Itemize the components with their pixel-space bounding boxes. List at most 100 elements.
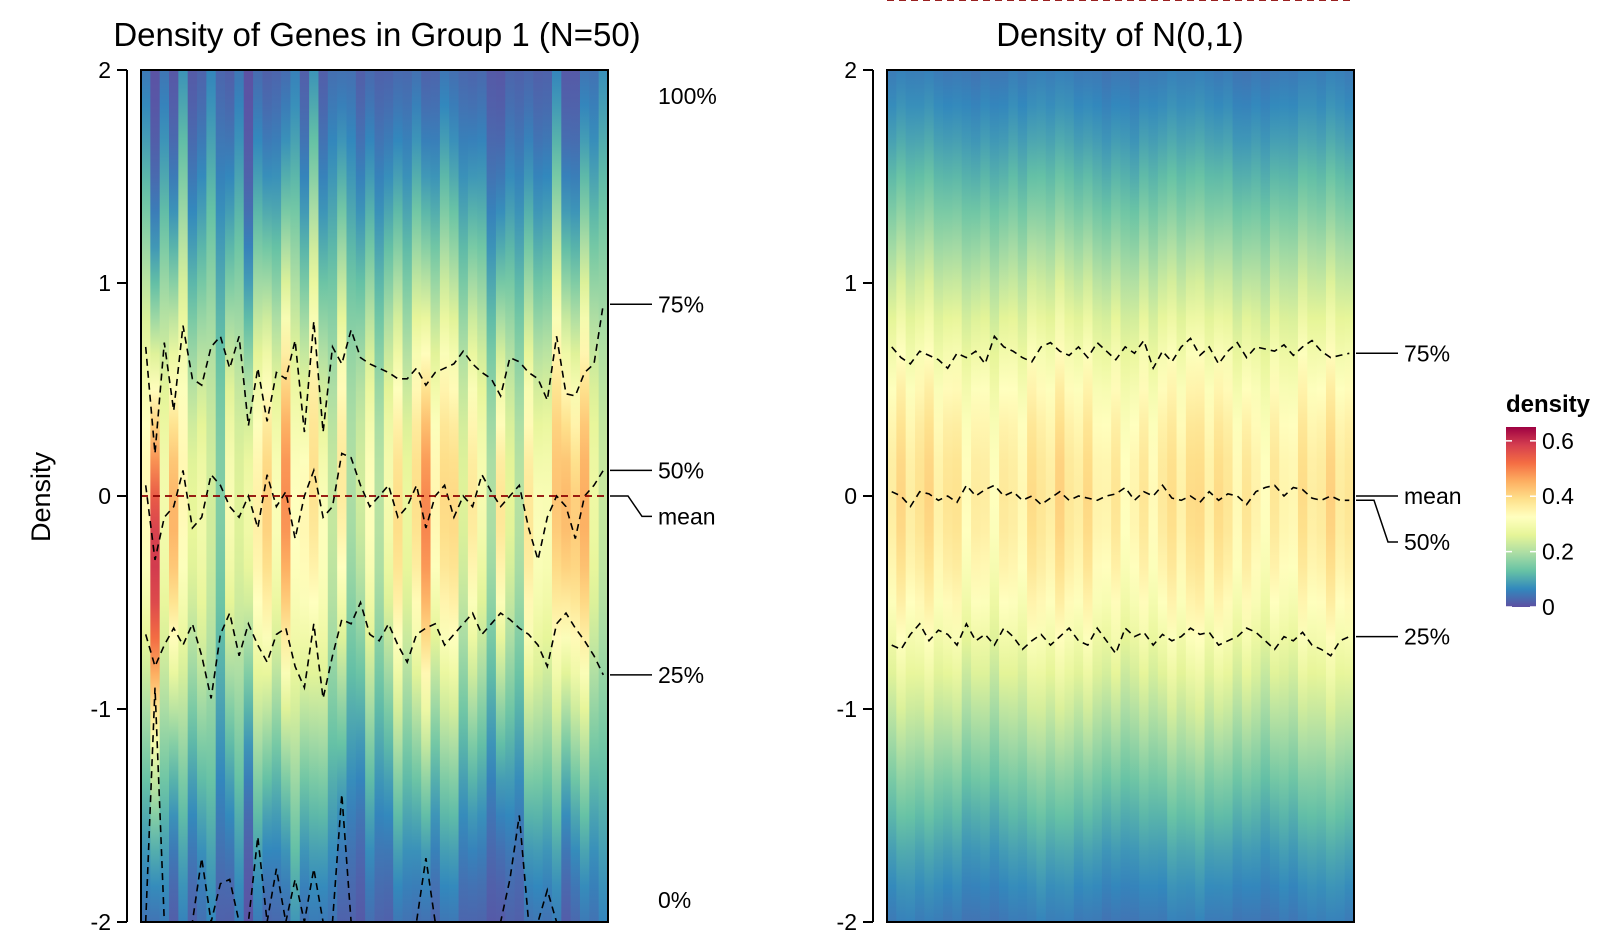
color-legend: density 0.6 0.4 0.2 0 [1506, 391, 1591, 620]
right-plot-frame [886, 69, 1355, 923]
heatmap-column [1297, 70, 1308, 922]
quantile-line-q50 [144, 452, 604, 561]
heatmap-column [1092, 70, 1103, 922]
annotation-label: mean [658, 503, 716, 529]
heatmap-column [589, 70, 600, 922]
left-plot-frame [140, 69, 609, 923]
legend-color-bar [1506, 427, 1536, 607]
heatmap-column [169, 70, 179, 922]
heatmap-column [1195, 70, 1206, 922]
heatmap-column [952, 70, 963, 922]
quantile-line-q75 [891, 334, 1350, 371]
heatmap-column [1167, 70, 1178, 922]
heatmap-column [579, 70, 590, 922]
heatmap-column [1045, 70, 1056, 922]
heatmap-column [1064, 70, 1075, 922]
heatmap-column [1232, 70, 1243, 922]
annotation-leader [1356, 499, 1398, 543]
heatmap-column [1148, 70, 1159, 922]
heatmap-column [1017, 70, 1028, 922]
y-tick-label: 2 [844, 57, 857, 83]
annotation-label: 25% [658, 662, 704, 688]
left-panel: Density of Genes in Group 1 (N=50) Densi… [26, 16, 717, 935]
left-y-axis: 2 1 0 -1 -2 [91, 57, 128, 935]
annotation-label: 0% [658, 887, 691, 913]
y-tick-label: 0 [844, 483, 857, 509]
annotation-label: 50% [1404, 529, 1450, 555]
heatmap-column [1325, 70, 1336, 922]
heatmap-column [159, 70, 170, 922]
heatmap-column [1036, 70, 1047, 922]
heatmap-column [905, 70, 916, 922]
right-panel: Density of N(0,1) 2 1 0 -1 -2 75% mean 50% 25% [837, 0, 1462, 935]
right-quantile-lines [887, 0, 1354, 657]
right-y-axis: 2 1 0 -1 -2 [837, 57, 874, 935]
heatmap-column [999, 70, 1010, 922]
y-tick-label: -2 [91, 909, 111, 935]
heatmap-column [1157, 70, 1168, 922]
legend-tick-label: 0.2 [1542, 539, 1574, 565]
y-tick-label: 1 [844, 270, 857, 296]
annotation-label: 25% [1404, 624, 1450, 650]
heatmap-column [1176, 70, 1187, 922]
heatmap-column [290, 70, 301, 922]
annotation-label: 100% [658, 83, 717, 109]
heatmap-column [411, 70, 422, 922]
heatmap-column [1335, 70, 1346, 922]
y-tick-label: -2 [837, 909, 857, 935]
heatmap-column [374, 70, 385, 922]
heatmap-column [924, 70, 935, 922]
heatmap-column [337, 70, 348, 922]
heatmap-column [933, 70, 944, 922]
heatmap-column [1204, 70, 1215, 922]
y-tick-label: -1 [837, 696, 857, 722]
heatmap-column [467, 70, 478, 922]
heatmap-column [1083, 70, 1094, 922]
annotation-leader [610, 495, 652, 518]
heatmap-column [421, 70, 432, 922]
heatmap-column [1027, 70, 1038, 922]
heatmap-column [206, 70, 217, 922]
y-tick-label: 1 [98, 270, 111, 296]
annotation-label: 75% [658, 291, 704, 317]
legend-title: density [1506, 391, 1591, 418]
left-quantile-annotations: 100% 75% 50% mean 25% 0% [610, 83, 717, 913]
quantile-line-q25 [891, 621, 1350, 657]
heatmap-column [1344, 70, 1355, 922]
heatmap-column [215, 70, 226, 922]
legend-tick-label: 0 [1542, 594, 1555, 620]
heatmap-column [1008, 70, 1019, 922]
annotation-label: 75% [1404, 340, 1450, 366]
heatmap-column [1120, 70, 1131, 922]
heatmap-column [887, 70, 897, 922]
quantile-line-q25 [144, 600, 605, 699]
right-quantile-annotations: 75% mean 50% 25% [1356, 340, 1462, 650]
heatmap-column [1316, 70, 1327, 922]
heatmap-column [1307, 70, 1318, 922]
heatmap-column [980, 70, 991, 922]
heatmap-column [1223, 70, 1234, 922]
legend-tick-label: 0.4 [1542, 483, 1574, 509]
heatmap-column [1101, 70, 1112, 922]
heatmap-column [1269, 70, 1280, 922]
left-chart-title: Density of Genes in Group 1 (N=50) [113, 16, 640, 53]
heatmap-column [1055, 70, 1066, 922]
heatmap-column [495, 70, 506, 922]
heatmap-column [383, 70, 394, 922]
heatmap-column [1213, 70, 1224, 922]
heatmap-column [327, 70, 338, 922]
y-tick-label: -1 [91, 696, 111, 722]
heatmap-column [1288, 70, 1299, 922]
heatmap-column [1260, 70, 1271, 922]
y-tick-label: 0 [98, 483, 111, 509]
legend-tick-label: 0.6 [1542, 428, 1574, 454]
heatmap-column [1251, 70, 1262, 922]
right-chart-title: Density of N(0,1) [996, 16, 1244, 53]
heatmap-column [1129, 70, 1140, 922]
annotation-label: 50% [658, 457, 704, 483]
heatmap-column [1111, 70, 1122, 922]
heatmap-column [1241, 70, 1252, 922]
legend-ticks: 0.6 0.4 0.2 0 [1506, 428, 1574, 620]
heatmap-column [896, 70, 907, 922]
